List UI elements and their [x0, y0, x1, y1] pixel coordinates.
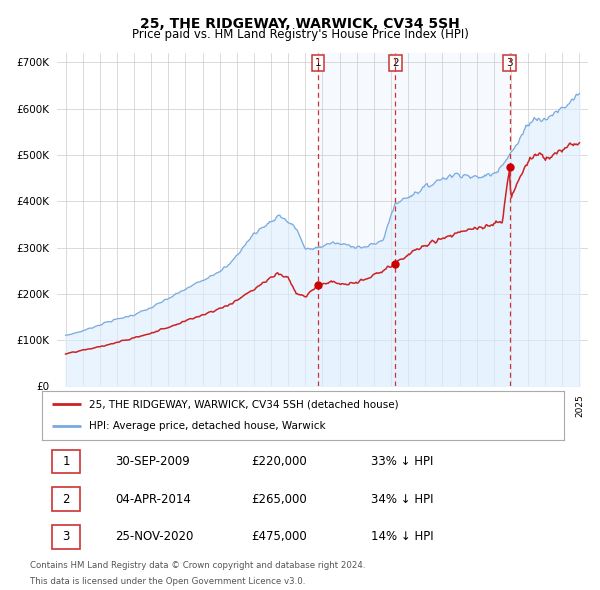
Text: 1: 1 [62, 455, 70, 468]
Text: Price paid vs. HM Land Registry's House Price Index (HPI): Price paid vs. HM Land Registry's House … [131, 28, 469, 41]
Text: Contains HM Land Registry data © Crown copyright and database right 2024.: Contains HM Land Registry data © Crown c… [30, 561, 365, 571]
Text: 3: 3 [506, 58, 513, 68]
FancyBboxPatch shape [52, 487, 80, 511]
Text: 25, THE RIDGEWAY, WARWICK, CV34 5SH: 25, THE RIDGEWAY, WARWICK, CV34 5SH [140, 17, 460, 31]
Text: 2: 2 [62, 493, 70, 506]
Text: 3: 3 [62, 530, 70, 543]
Text: £220,000: £220,000 [251, 455, 307, 468]
FancyBboxPatch shape [52, 450, 80, 473]
FancyBboxPatch shape [52, 525, 80, 549]
Text: 04-APR-2014: 04-APR-2014 [115, 493, 191, 506]
Text: 25-NOV-2020: 25-NOV-2020 [115, 530, 193, 543]
Text: HPI: Average price, detached house, Warwick: HPI: Average price, detached house, Warw… [89, 421, 326, 431]
Text: 34% ↓ HPI: 34% ↓ HPI [371, 493, 433, 506]
Text: 1: 1 [315, 58, 322, 68]
Text: 25, THE RIDGEWAY, WARWICK, CV34 5SH (detached house): 25, THE RIDGEWAY, WARWICK, CV34 5SH (det… [89, 399, 398, 409]
Text: £475,000: £475,000 [251, 530, 307, 543]
Text: This data is licensed under the Open Government Licence v3.0.: This data is licensed under the Open Gov… [30, 578, 305, 586]
Text: £265,000: £265,000 [251, 493, 307, 506]
Text: 33% ↓ HPI: 33% ↓ HPI [371, 455, 433, 468]
Text: 2: 2 [392, 58, 398, 68]
Text: 30-SEP-2009: 30-SEP-2009 [115, 455, 190, 468]
Text: 14% ↓ HPI: 14% ↓ HPI [371, 530, 433, 543]
Bar [318, 53, 509, 386]
